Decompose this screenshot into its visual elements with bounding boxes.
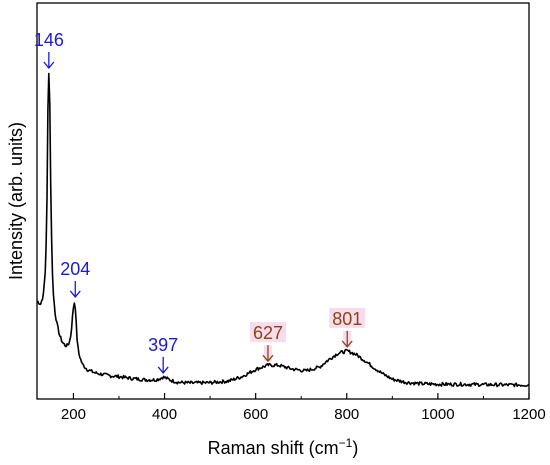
peak-label-highlight <box>329 307 366 328</box>
peak-arrow-head <box>69 290 81 298</box>
peak-arrow-head <box>43 61 55 70</box>
peak-arrow-head <box>157 366 169 374</box>
x-tick-label: 800 <box>334 406 359 423</box>
peak-label: 627 <box>253 323 283 343</box>
peak-label: 801 <box>332 309 362 329</box>
peak-label: 146 <box>34 30 64 50</box>
x-tick-label: 600 <box>243 406 268 423</box>
x-axis-ticks: 200 400 600 800 1000 1200 <box>61 393 546 423</box>
peak-label-highlight <box>249 322 286 343</box>
peak-label: 397 <box>148 335 178 355</box>
peak-arrow-head <box>341 340 353 348</box>
peak-label: 204 <box>60 259 90 279</box>
x-tick-label: 200 <box>61 406 86 423</box>
peak-arrow-head <box>262 354 274 363</box>
peak-annotations: 146 204 397 627 801 <box>34 30 366 374</box>
x-axis-label: Raman shift (cm−1) <box>208 436 359 458</box>
x-tick-label: 1000 <box>421 406 454 423</box>
y-axis-label: Intensity (arb. units) <box>6 122 26 280</box>
x-tick-label: 400 <box>152 406 177 423</box>
spectrum-line <box>36 72 530 388</box>
x-tick-label: 1200 <box>512 406 545 423</box>
series-layer <box>36 72 530 388</box>
